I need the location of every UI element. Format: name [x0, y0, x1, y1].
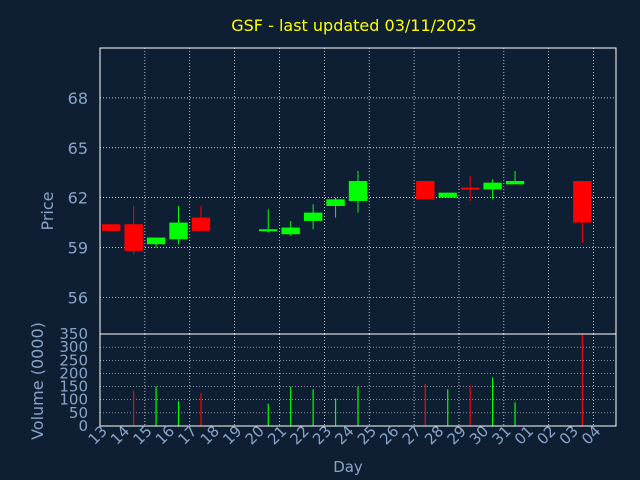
volume-axis-label: Volume (0000): [28, 322, 47, 440]
volume-tick-label: 50: [69, 404, 88, 422]
volume-tick-label: 150: [59, 378, 88, 396]
volume-frame: [99, 333, 617, 427]
volume-tick-label: 0: [78, 417, 88, 435]
chart-title: GSF - last updated 03/11/2025: [231, 16, 476, 35]
candle-body-down: [124, 224, 143, 251]
candle-body-up: [146, 237, 166, 245]
volume-tick-label: 300: [59, 338, 88, 356]
candle-body-up: [326, 199, 345, 206]
price-tick-label: 68: [68, 89, 88, 108]
candle-body-up: [259, 229, 278, 232]
candle-body-up: [303, 212, 323, 221]
candle-body-down: [573, 181, 592, 223]
candle-body-down: [191, 217, 211, 231]
price-tick-label: 56: [68, 288, 88, 307]
candle-body-down: [460, 187, 480, 190]
volume-tick-label: 250: [59, 351, 88, 369]
candle-body-up: [438, 192, 457, 198]
candle-body-down: [416, 181, 435, 200]
candle-body-up: [281, 227, 300, 235]
price-tick-label: 65: [68, 139, 88, 158]
candle-body-down: [102, 224, 121, 231]
candle-body-up: [483, 182, 502, 190]
price-axis-label: Price: [38, 191, 57, 230]
candle-body-up: [505, 181, 525, 185]
price-tick-label: 59: [68, 239, 88, 258]
candle-body-up: [348, 181, 368, 201]
volume-tick-label: 100: [59, 391, 88, 409]
candle-body-up: [169, 222, 188, 240]
x-axis-label: Day: [333, 458, 363, 476]
volume-tick-label: 350: [59, 325, 88, 343]
price-tick-label: 62: [68, 189, 88, 208]
volume-tick-label: 200: [59, 364, 88, 382]
